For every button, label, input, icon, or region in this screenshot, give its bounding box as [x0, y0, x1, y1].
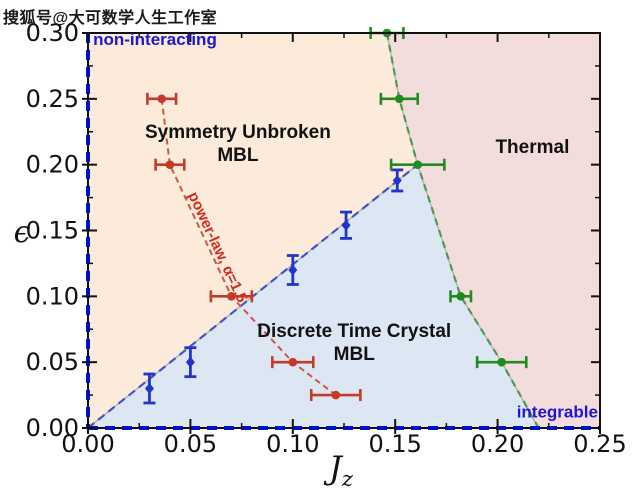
annotation-discrete-time-crystal-mbl: Discrete Time Crystal MBL [257, 321, 451, 365]
y-tick-label: 0.25 [26, 85, 79, 113]
data-point-symmetry-breaking-line [157, 94, 167, 104]
y-axis-label: ϵ [14, 215, 31, 250]
annotation-non-interacting: non-interacting [93, 30, 217, 49]
x-tick-label: 0.00 [61, 430, 114, 458]
data-point-thermal-transition-points [456, 292, 466, 301]
y-tick-label: 0.30 [26, 19, 79, 47]
x-tick-label: 0.05 [164, 430, 217, 458]
data-point-thermal-transition-points [394, 94, 404, 104]
annotation-symmetry-unbroken-mbl: Symmetry Unbroken MBL [145, 122, 331, 166]
y-tick-label: 0.10 [26, 282, 79, 310]
data-point-thermal-transition-points [413, 160, 423, 169]
annotation-thermal: Thermal [495, 137, 569, 158]
data-point-dtc-transition-points [341, 219, 351, 231]
data-point-symmetry-breaking-line [331, 390, 341, 400]
annotation-integrable: integrable [517, 402, 598, 421]
data-point-dtc-transition-points [185, 356, 195, 368]
data-point-symmetry-breaking-line [165, 160, 175, 169]
x-axis-label: Jz [323, 449, 354, 491]
y-tick-label: 0.05 [26, 348, 79, 376]
x-tick-label: 0.10 [266, 430, 319, 458]
data-point-dtc-transition-points [144, 383, 154, 394]
data-point-dtc-transition-points [288, 264, 298, 276]
data-point-dtc-transition-points [392, 174, 402, 186]
data-point-thermal-transition-points [497, 357, 506, 367]
data-point-symmetry-breaking-line [227, 292, 236, 301]
x-tick-label: 0.25 [573, 430, 626, 458]
y-tick-label: 0.20 [26, 151, 79, 179]
x-tick-label: 0.15 [368, 430, 421, 458]
boundary-thermal-boundary [385, 32, 540, 429]
y-tick-label: 0.00 [26, 414, 79, 442]
data-point-symmetry-breaking-line [288, 357, 298, 367]
y-tick-label: 0.15 [26, 217, 79, 245]
x-tick-label: 0.20 [471, 430, 524, 458]
watermark-text: 搜狐号@大可数学人生工作室 [3, 10, 218, 27]
